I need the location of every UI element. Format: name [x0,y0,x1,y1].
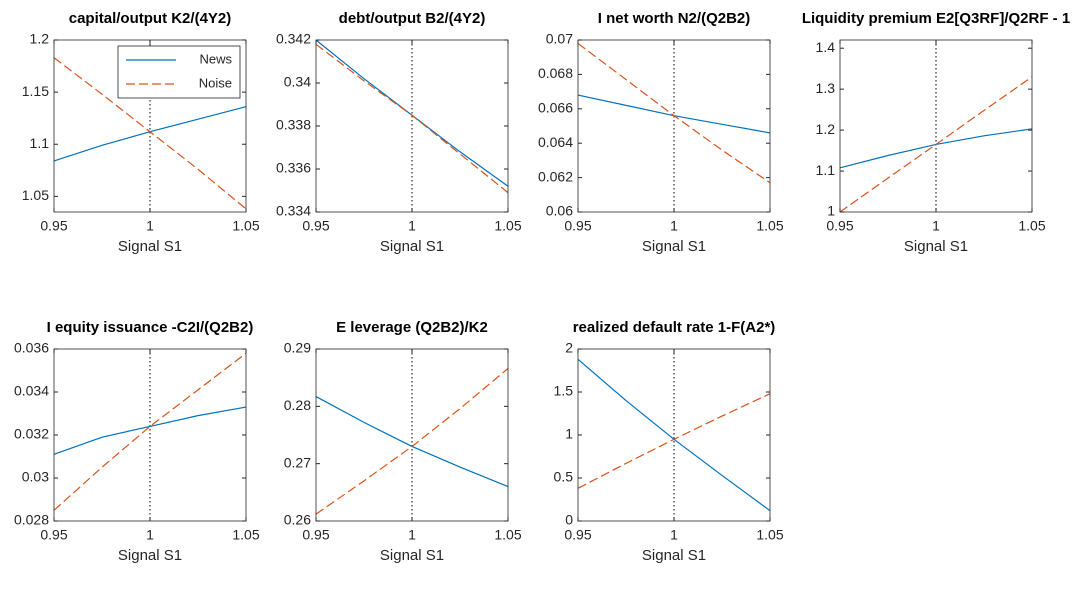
series-line [53,352,247,511]
series-line [577,42,771,184]
x-tick-label: 1.05 [756,527,783,543]
y-tick-label: 1 [565,426,573,442]
x-tick-label: 1 [670,218,678,234]
series-line [53,57,247,210]
x-axis-label: Signal S1 [380,547,444,564]
axes-background [316,40,508,212]
chart-title: capital/output K2/(4Y2) [69,10,232,27]
x-tick-label: 0.95 [40,527,67,543]
x-tick-label: 1 [146,527,154,543]
series-line [577,393,771,489]
x-tick-label: 1.05 [494,527,521,543]
axes-box [53,39,247,213]
x-tick-label: 0.95 [564,218,591,234]
y-tick-label: 0.342 [276,31,311,47]
y-tick-label: 1.2 [816,121,836,137]
y-tick-label: 0 [565,512,573,528]
y-tick-label: 0.27 [284,454,311,470]
x-tick-label: 0.95 [564,527,591,543]
legend-label: Noise [199,75,232,90]
chart-title: I net worth N2/(Q2B2) [598,10,751,27]
series-line [315,368,509,515]
x-axis-label: Signal S1 [380,238,444,255]
x-tick-label: 1 [670,527,678,543]
y-tick-label: 0.066 [538,100,573,116]
x-tick-label: 1 [408,527,416,543]
y-tick-label: 0.062 [538,168,573,184]
y-tick-label: 0.064 [538,134,573,150]
x-axis-label: Signal S1 [118,547,182,564]
chart-title: realized default rate 1-F(A2*) [573,319,776,336]
x-tick-label: 1.05 [232,527,259,543]
y-tick-label: 1.5 [554,383,574,399]
y-tick-label: 0.336 [276,160,311,176]
y-tick-label: 2 [565,340,573,356]
axes-box [577,39,771,213]
legend-box [117,45,241,99]
x-axis-label: Signal S1 [118,238,182,255]
y-tick-label: 0.036 [14,340,49,356]
axes-box [315,39,509,213]
y-tick-label: 0.34 [284,74,311,90]
x-tick-label: 0.95 [826,218,853,234]
chart-title: E leverage (Q2B2)/K2 [336,319,488,336]
chart-title: I equity issuance -C2I/(Q2B2) [47,319,254,336]
x-tick-label: 1.05 [232,218,259,234]
x-tick-label: 1 [146,218,154,234]
chart-title: Liquidity premium E2[Q3RF]/Q2RF - 1 [802,10,1070,27]
series-line [839,76,1033,213]
axes-background [578,40,770,212]
axes-background [316,349,508,521]
y-tick-label: 0.334 [276,203,311,219]
y-tick-label: 0.5 [554,469,574,485]
y-tick-label: 0.03 [22,469,49,485]
y-tick-label: 0.032 [14,426,49,442]
y-tick-label: 0.26 [284,512,311,528]
y-tick-label: 0.028 [14,512,49,528]
y-tick-label: 1.3 [816,80,836,96]
x-tick-label: 1.05 [1018,218,1045,234]
y-tick-label: 0.29 [284,340,311,356]
y-tick-label: 0.06 [546,203,573,219]
series-line [53,406,247,455]
y-tick-label: 1.05 [22,187,49,203]
axes-box [53,348,247,522]
x-tick-label: 1 [932,218,940,234]
axes-box [839,39,1033,213]
x-axis-label: Signal S1 [642,547,706,564]
x-axis-label: Signal S1 [642,238,706,255]
legend-label: News [199,51,232,66]
y-tick-label: 1.4 [816,39,836,55]
y-tick-label: 1.1 [30,135,50,151]
axes-box [577,348,771,522]
y-tick-label: 1.2 [30,31,50,47]
y-tick-label: 0.28 [284,397,311,413]
x-axis-label: Signal S1 [904,238,968,255]
x-tick-label: 0.95 [302,218,329,234]
y-tick-label: 1.1 [816,162,836,178]
axes-box [315,348,509,522]
axes-background [578,349,770,521]
chart-title: debt/output B2/(4Y2) [339,10,486,27]
x-tick-label: 1.05 [494,218,521,234]
x-tick-label: 0.95 [302,527,329,543]
y-tick-label: 1.15 [22,83,49,99]
y-tick-label: 0.034 [14,383,49,399]
y-tick-label: 0.338 [276,117,311,133]
axes-background [840,40,1032,212]
x-tick-label: 0.95 [40,218,67,234]
y-tick-label: 1 [827,203,835,219]
series-line [315,43,509,194]
x-tick-label: 1 [408,218,416,234]
y-tick-label: 0.068 [538,65,573,81]
x-tick-label: 1.05 [756,218,783,234]
y-tick-label: 0.07 [546,31,573,47]
